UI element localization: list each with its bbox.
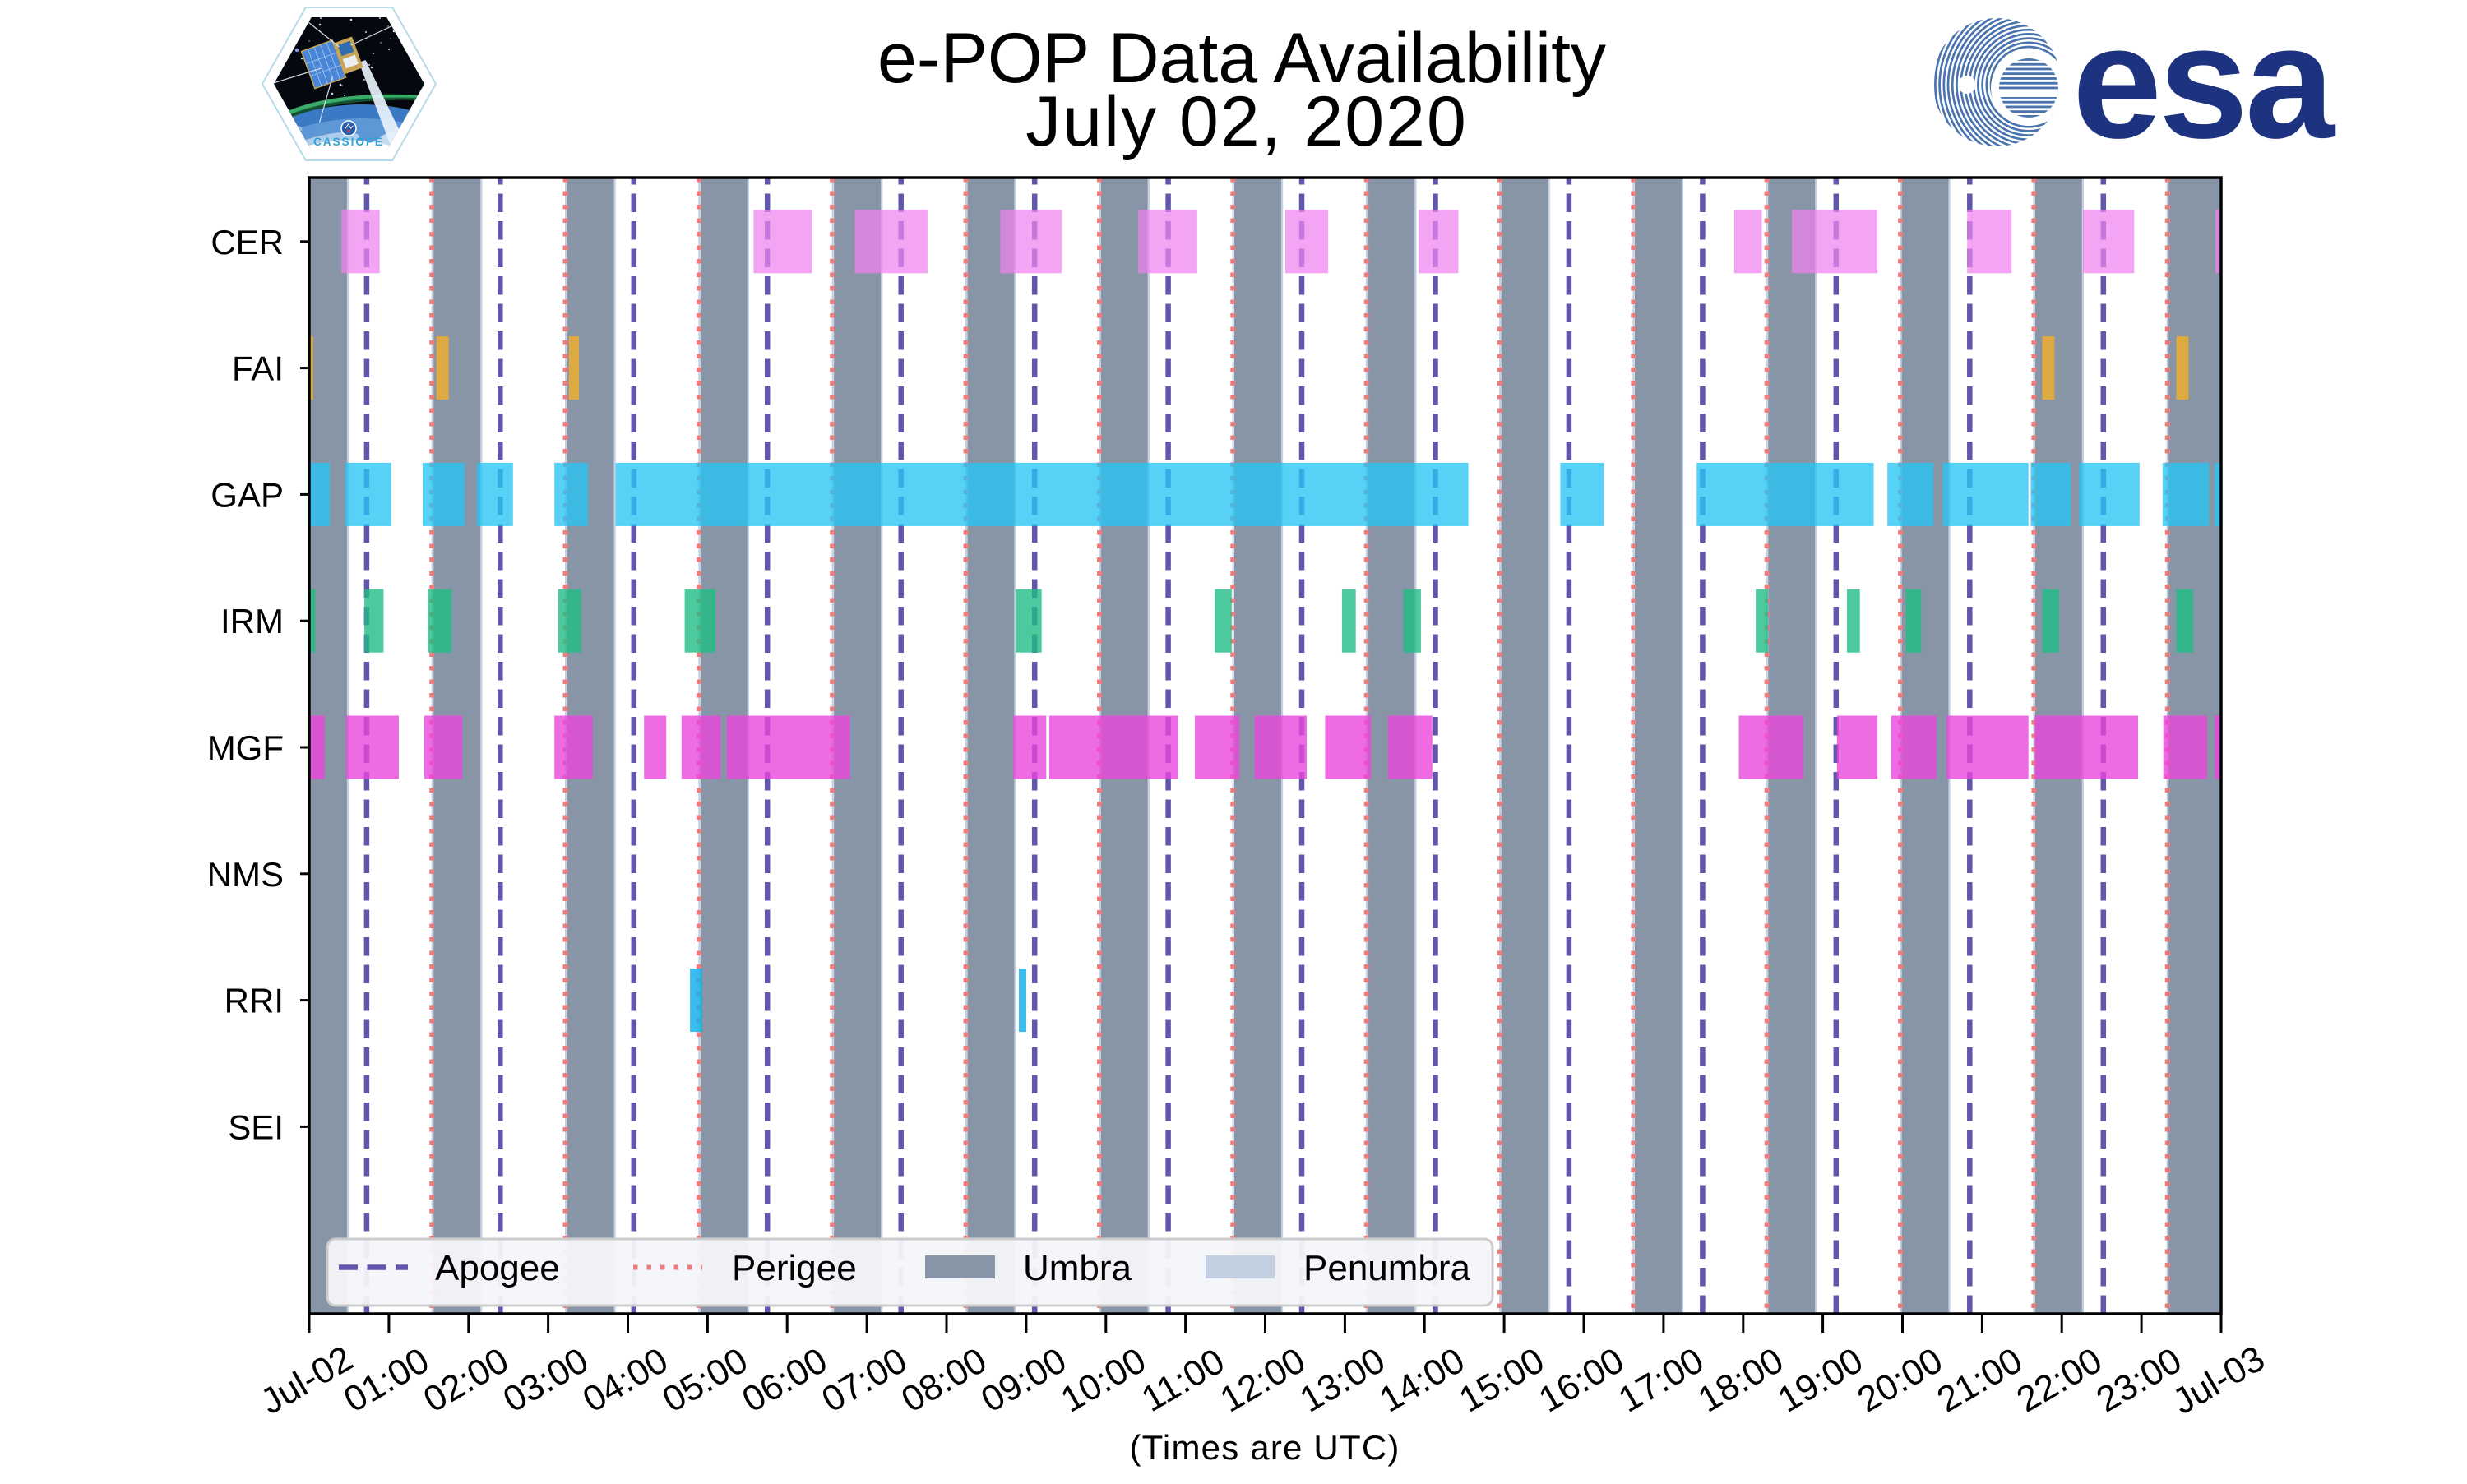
svg-text:(Times are UTC): (Times are UTC): [1129, 1428, 1400, 1467]
svg-text:CER: CER: [211, 223, 284, 261]
svg-text:July 02, 2020: July 02, 2020: [1025, 82, 1468, 161]
svg-text:IRM: IRM: [220, 602, 284, 640]
svg-text:NMS: NMS: [207, 855, 284, 894]
svg-text:FAI: FAI: [232, 349, 284, 388]
svg-text:Penumbra: Penumbra: [1303, 1248, 1471, 1288]
svg-text:Apogee: Apogee: [435, 1248, 560, 1288]
svg-text:RRI: RRI: [224, 982, 284, 1020]
svg-text:e-POP Data Availability: e-POP Data Availability: [877, 19, 1606, 98]
svg-text:SEI: SEI: [228, 1107, 284, 1146]
svg-text:Perigee: Perigee: [732, 1248, 857, 1288]
svg-text:MGF: MGF: [207, 728, 284, 767]
svg-text:CASSIOPE: CASSIOPE: [313, 136, 384, 148]
svg-text:Umbra: Umbra: [1023, 1248, 1132, 1288]
svg-text:esa: esa: [2072, 0, 2336, 172]
svg-text:GAP: GAP: [211, 475, 284, 514]
